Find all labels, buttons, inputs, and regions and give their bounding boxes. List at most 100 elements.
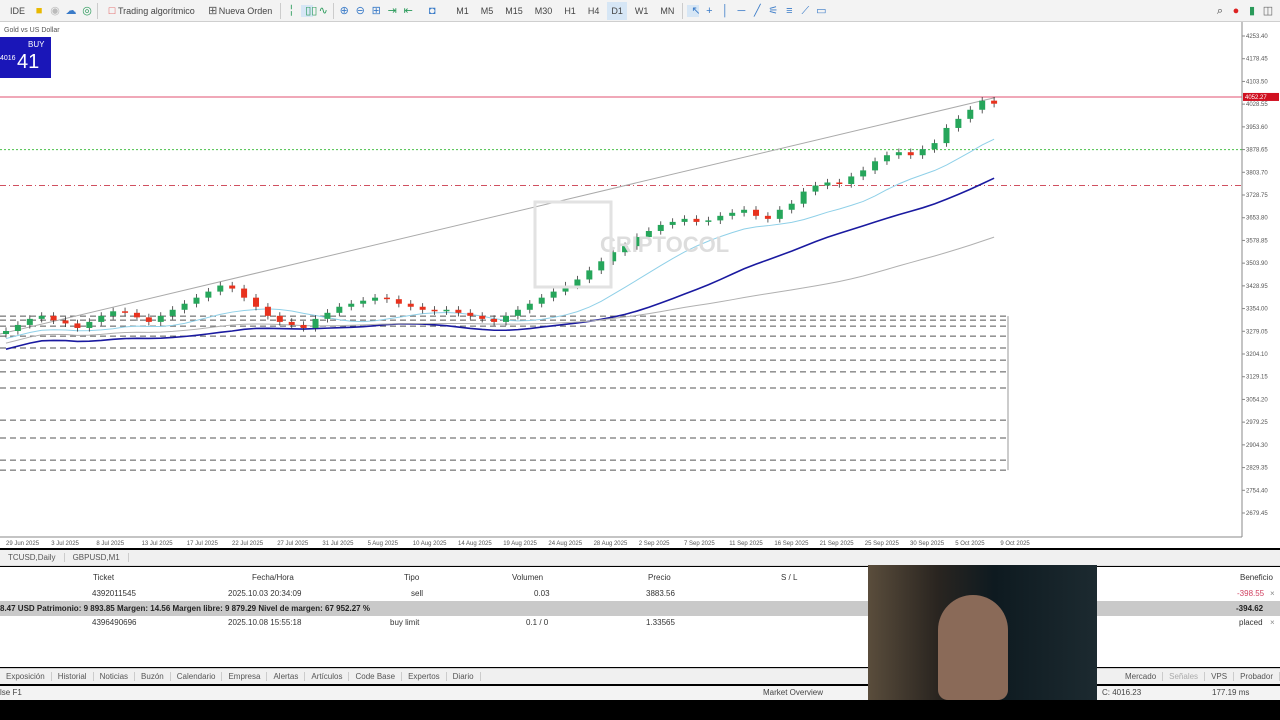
col-beneficio[interactable]: Beneficio — [1240, 573, 1273, 582]
tf-h4[interactable]: H4 — [587, 5, 600, 16]
trend-line — [0, 97, 996, 335]
price-chart[interactable]: 4253.40 4178.45 4103.50 4028.55 3953.60 3878.… — [0, 22, 1280, 548]
cell-precio: 1.33565 — [646, 618, 675, 627]
tf-w1[interactable]: W1 — [634, 5, 649, 16]
ma-mid-line — [5, 177, 995, 350]
candle-body — [967, 109, 974, 119]
table-row[interactable]: 4396490696 2025.10.08 15:55:18 buy limit… — [0, 615, 1280, 630]
tab-calendario[interactable]: Calendario — [171, 672, 223, 681]
col-tipo[interactable]: Tipo — [404, 573, 420, 582]
algo-trading-button[interactable]: □ Trading algorítmico — [102, 2, 199, 20]
candle-body — [229, 285, 236, 289]
cell-beneficio: placed — [1239, 618, 1263, 627]
fibo-icon[interactable]: ≡ — [786, 4, 793, 17]
candle-body — [586, 270, 593, 280]
tf-m15[interactable]: M15 — [505, 5, 523, 16]
candle-body — [919, 149, 926, 156]
shapes-icon[interactable]: ⟋ — [801, 4, 810, 17]
x-tick-label: 9 Oct 2025 — [1000, 541, 1030, 547]
tf-h1[interactable]: H1 — [564, 5, 576, 16]
x-tick-label: 30 Sep 2025 — [910, 541, 945, 547]
col-volumen[interactable]: Volumen — [512, 573, 544, 582]
grid-icon[interactable]: ⊞ — [371, 4, 381, 17]
close-icon[interactable]: × — [1270, 618, 1275, 627]
candle-body — [836, 182, 843, 185]
tab-codebase[interactable]: Code Base — [349, 672, 403, 681]
status-market[interactable]: Market Overview — [763, 688, 824, 697]
search-icon[interactable]: ⌕ — [1216, 4, 1224, 17]
candle-body — [169, 309, 176, 316]
candle-body — [264, 306, 271, 316]
y-tick-label: 2904.30 — [1246, 443, 1268, 449]
candle-chart-icon[interactable]: ▯▯ — [301, 4, 317, 17]
y-tick-label: 3803.70 — [1246, 170, 1268, 176]
close-icon[interactable]: × — [1270, 589, 1275, 598]
ma-slow-line — [5, 236, 995, 344]
account-icon[interactable]: ◫ — [1262, 4, 1274, 17]
tf-m5[interactable]: M5 — [480, 5, 494, 16]
tools-icon[interactable]: ⚟ — [768, 4, 779, 17]
col-precio[interactable]: Precio — [648, 573, 671, 582]
vline-icon[interactable]: │ — [721, 4, 729, 17]
col-fecha[interactable]: Fecha/Hora — [252, 573, 294, 582]
candle-body — [110, 311, 117, 316]
tab-exposicion[interactable]: Exposición — [0, 672, 52, 681]
tf-m30[interactable]: M30 — [534, 5, 553, 16]
candle-body — [693, 218, 700, 222]
price-big: 41 — [17, 51, 40, 73]
zoom-in-icon[interactable]: ⊕ — [339, 4, 349, 17]
chart-canvas[interactable]: 4253.40 4178.45 4103.50 4028.55 3953.60 3878.… — [0, 22, 1280, 548]
y-tick-label: 2979.25 — [1246, 420, 1268, 426]
col-sl[interactable]: S / L — [781, 573, 798, 582]
total-profit: -394.62 — [1236, 604, 1264, 613]
tab-senales[interactable]: Señales — [1163, 672, 1206, 681]
tab-articulos[interactable]: Artículos — [305, 672, 350, 681]
autoscroll-icon[interactable]: ⇥ — [387, 4, 397, 17]
one-click-buy-button[interactable]: BUY 4016 41 — [0, 37, 51, 78]
tf-mn[interactable]: MN — [660, 5, 675, 16]
tab-alertas[interactable]: Alertas — [267, 672, 306, 681]
tf-m1[interactable]: M1 — [456, 5, 469, 16]
zoom-out-icon[interactable]: ⊖ — [355, 4, 365, 17]
line-chart-icon[interactable]: ∿ — [318, 4, 328, 17]
ide-button[interactable]: IDE — [10, 5, 26, 16]
market-icon[interactable]: ■ — [35, 4, 43, 17]
tab-vps[interactable]: VPS — [1205, 672, 1235, 681]
bar-chart-icon[interactable]: ╎ — [287, 4, 295, 17]
tab-noticias[interactable]: Noticias — [94, 672, 136, 681]
hline-icon[interactable]: ─ — [737, 4, 746, 17]
tab-diario[interactable]: Diario — [447, 672, 481, 681]
candle-body — [479, 315, 486, 319]
col-ticket[interactable]: Ticket — [93, 573, 115, 582]
crosshair-icon[interactable]: + — [706, 4, 713, 17]
tab-probador[interactable]: Probador — [1234, 672, 1280, 681]
tab-mercado[interactable]: Mercado — [1119, 672, 1164, 681]
tab-chart-1[interactable]: TCUSD,Daily — [0, 553, 65, 562]
signal-icon[interactable]: ◉ — [50, 4, 60, 17]
trendline-icon[interactable]: ╱ — [754, 4, 761, 17]
new-order-button[interactable]: ⊞ Nueva Orden — [203, 2, 277, 20]
ma-fast-line — [5, 138, 995, 340]
tab-expertos[interactable]: Expertos — [402, 672, 447, 681]
x-tick-label: 3 Jul 2025 — [51, 541, 79, 547]
x-tick-label: 19 Aug 2025 — [503, 541, 537, 547]
screenshot-icon[interactable]: ◘ — [428, 4, 436, 17]
candle-body — [157, 315, 164, 322]
candle-body — [253, 297, 259, 307]
cloud-icon[interactable]: ☁ — [65, 4, 77, 17]
vps-icon[interactable]: ◎ — [82, 4, 92, 17]
chart-shift-icon[interactable]: ⇤ — [403, 4, 413, 17]
rectangle-icon[interactable]: ▭ — [816, 4, 827, 17]
candle-body — [38, 315, 45, 319]
tab-buzon[interactable]: Buzón — [135, 672, 171, 681]
tab-empresa[interactable]: Empresa — [222, 672, 268, 681]
account-summary: 8.47 USD Patrimonio: 9 893.85 Margen: 14… — [0, 604, 370, 613]
cursor-icon[interactable]: ↖ — [687, 4, 701, 17]
notification-icon[interactable]: ● — [1232, 4, 1240, 17]
candle-body — [491, 318, 498, 322]
tab-historial[interactable]: Historial — [52, 672, 94, 681]
tab-chart-2[interactable]: GBPUSD,M1 — [65, 553, 129, 562]
y-tick-label: 4178.45 — [1246, 57, 1268, 63]
tf-d1[interactable]: D1 — [607, 1, 627, 20]
table-row[interactable]: 4392011545 2025.10.03 20:34:09 sell 0.03… — [0, 586, 1280, 601]
